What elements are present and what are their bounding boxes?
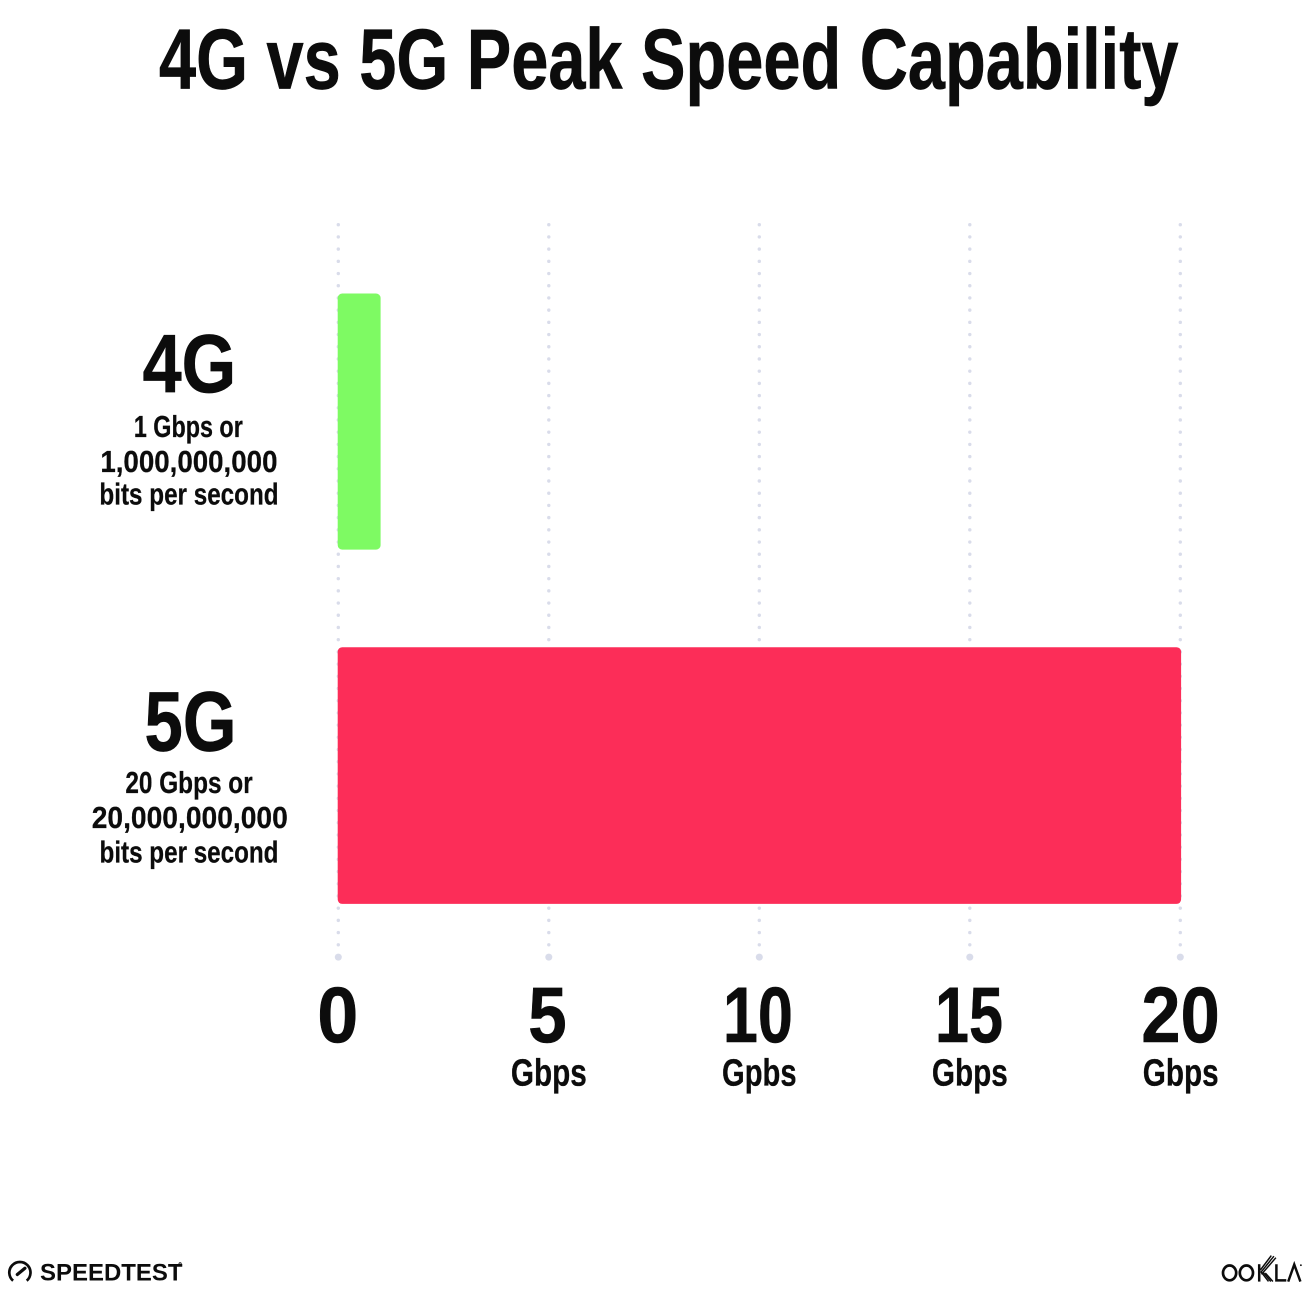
svg-text:1,000,000,000: 1,000,000,000 (100, 446, 277, 479)
svg-text:10: 10 (723, 971, 793, 1059)
svg-text:Gbps: Gbps (511, 1052, 587, 1094)
svg-text:bits per second: bits per second (100, 835, 279, 869)
svg-text:20,000,000,000: 20,000,000,000 (92, 802, 288, 835)
svg-text:4G: 4G (143, 319, 237, 411)
svg-text:Gbps: Gbps (932, 1052, 1008, 1094)
svg-text:bits per second: bits per second (99, 477, 278, 511)
svg-text:5: 5 (528, 971, 567, 1059)
svg-text:1 Gbps or: 1 Gbps or (134, 410, 243, 444)
svg-text:4G vs 5G Peak Speed Capability: 4G vs 5G Peak Speed Capability (159, 12, 1179, 108)
svg-text:20: 20 (1141, 970, 1220, 1058)
svg-text:Gpbs: Gpbs (722, 1052, 797, 1095)
svg-text:SPEEDTEST: SPEEDTEST (40, 1259, 183, 1286)
svg-text:20 Gbps or: 20 Gbps or (125, 766, 253, 800)
svg-text:15: 15 (935, 970, 1003, 1058)
svg-text:Gbps: Gbps (1143, 1052, 1219, 1094)
svg-text:5G: 5G (145, 675, 237, 769)
svg-text:0: 0 (317, 972, 358, 1060)
